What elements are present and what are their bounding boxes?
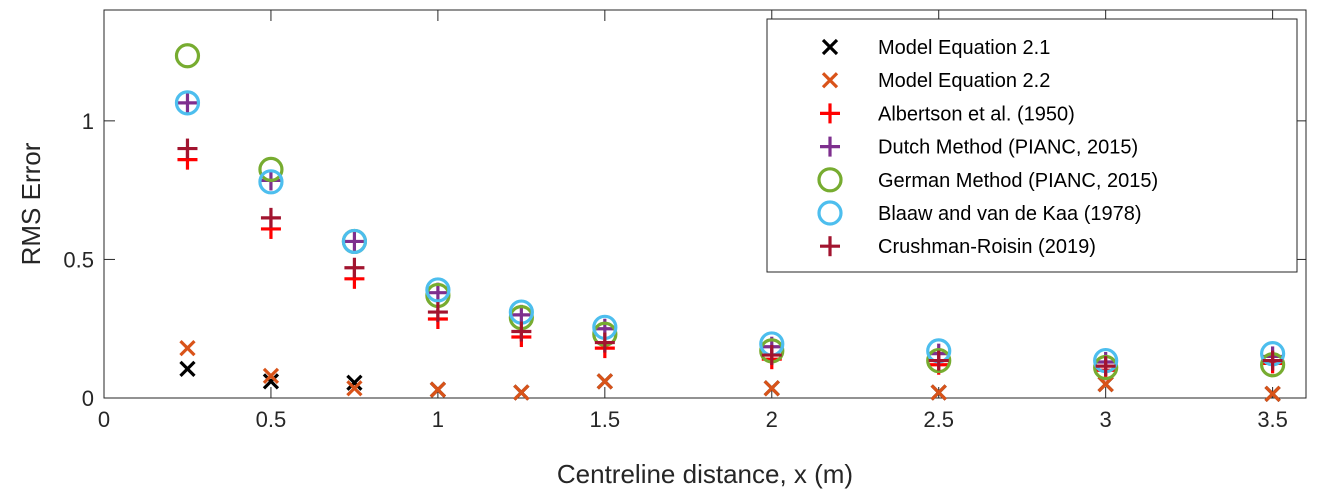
- x-tick-label: 3: [1100, 407, 1112, 432]
- legend-label: Crushman-Roisin (2019): [878, 236, 1096, 258]
- legend-marker: [820, 236, 840, 257]
- data-point: [596, 373, 613, 390]
- data-point: [930, 384, 947, 401]
- legend-marker: [820, 136, 840, 157]
- data-point: [177, 138, 198, 159]
- data-point: [179, 360, 196, 378]
- data-point: [928, 350, 949, 371]
- series-7: [177, 138, 1283, 377]
- data-point: [346, 380, 363, 397]
- data-point: [425, 277, 451, 303]
- y-axis-title: RMS Error: [16, 142, 46, 265]
- legend-label: Blaaw and van de Kaa (1978): [878, 203, 1142, 225]
- legend-label: Albertson et al. (1950): [878, 103, 1075, 125]
- data-point: [262, 373, 280, 390]
- data-point: [179, 339, 196, 357]
- data-point: [260, 207, 281, 228]
- legend-marker: [821, 38, 839, 56]
- legend-label: Model Equation 2.2: [878, 70, 1050, 92]
- data-point: [346, 374, 363, 391]
- data-point: [429, 381, 447, 398]
- data-point: [341, 228, 368, 255]
- data-point: [1097, 376, 1114, 393]
- data-point: [763, 380, 780, 397]
- data-point: [258, 156, 284, 182]
- data-point: [594, 332, 615, 353]
- data-point: [1262, 350, 1283, 371]
- data-point: [174, 90, 201, 116]
- x-tick-label: 1: [432, 407, 444, 432]
- y-tick-label: 1: [82, 109, 94, 134]
- data-point: [1095, 356, 1116, 377]
- data-point: [344, 231, 365, 252]
- legend-box: [766, 18, 1298, 273]
- data-point: [262, 367, 280, 384]
- axis-ticks: 0 0.5 1 1.5 2 2.5 3 3.5 0 0.5 1: [63, 10, 1306, 432]
- x-tick-label: 0.5: [256, 407, 287, 432]
- x-tick-label: 2.5: [923, 407, 954, 432]
- data-point: [761, 345, 782, 366]
- x-tick-label: 2: [766, 407, 778, 432]
- series-2: [179, 339, 1281, 402]
- x-tick-label: 1.5: [590, 407, 621, 432]
- x-axis-title: Centreline distance, x (m): [557, 459, 853, 489]
- legend: Model Equation 2.1 Model Equation 2.2 Albe…: [766, 18, 1298, 273]
- legend-label: Model Equation 2.1: [878, 37, 1050, 59]
- legend-label: Dutch Method (PIANC, 2015): [878, 137, 1138, 159]
- y-tick-label: 0.5: [63, 247, 94, 272]
- data-point: [1264, 385, 1281, 402]
- data-point: [177, 92, 198, 113]
- legend-marker: [817, 200, 843, 226]
- data-point: [427, 302, 448, 323]
- data-marks: [174, 43, 1286, 402]
- data-point: [513, 384, 530, 401]
- data-point: [344, 257, 365, 278]
- data-point: [926, 347, 952, 374]
- data-point: [258, 169, 284, 195]
- legend-label: German Method (PIANC, 2015): [878, 170, 1158, 192]
- legend-marker: [817, 167, 843, 193]
- x-tick-label: 3.5: [1257, 407, 1288, 432]
- y-tick-label: 0: [82, 386, 94, 411]
- legend-marker: [820, 103, 840, 124]
- x-tick-label: 0: [98, 407, 110, 432]
- data-point: [511, 321, 532, 342]
- data-point: [174, 43, 201, 69]
- legend-marker: [821, 72, 839, 89]
